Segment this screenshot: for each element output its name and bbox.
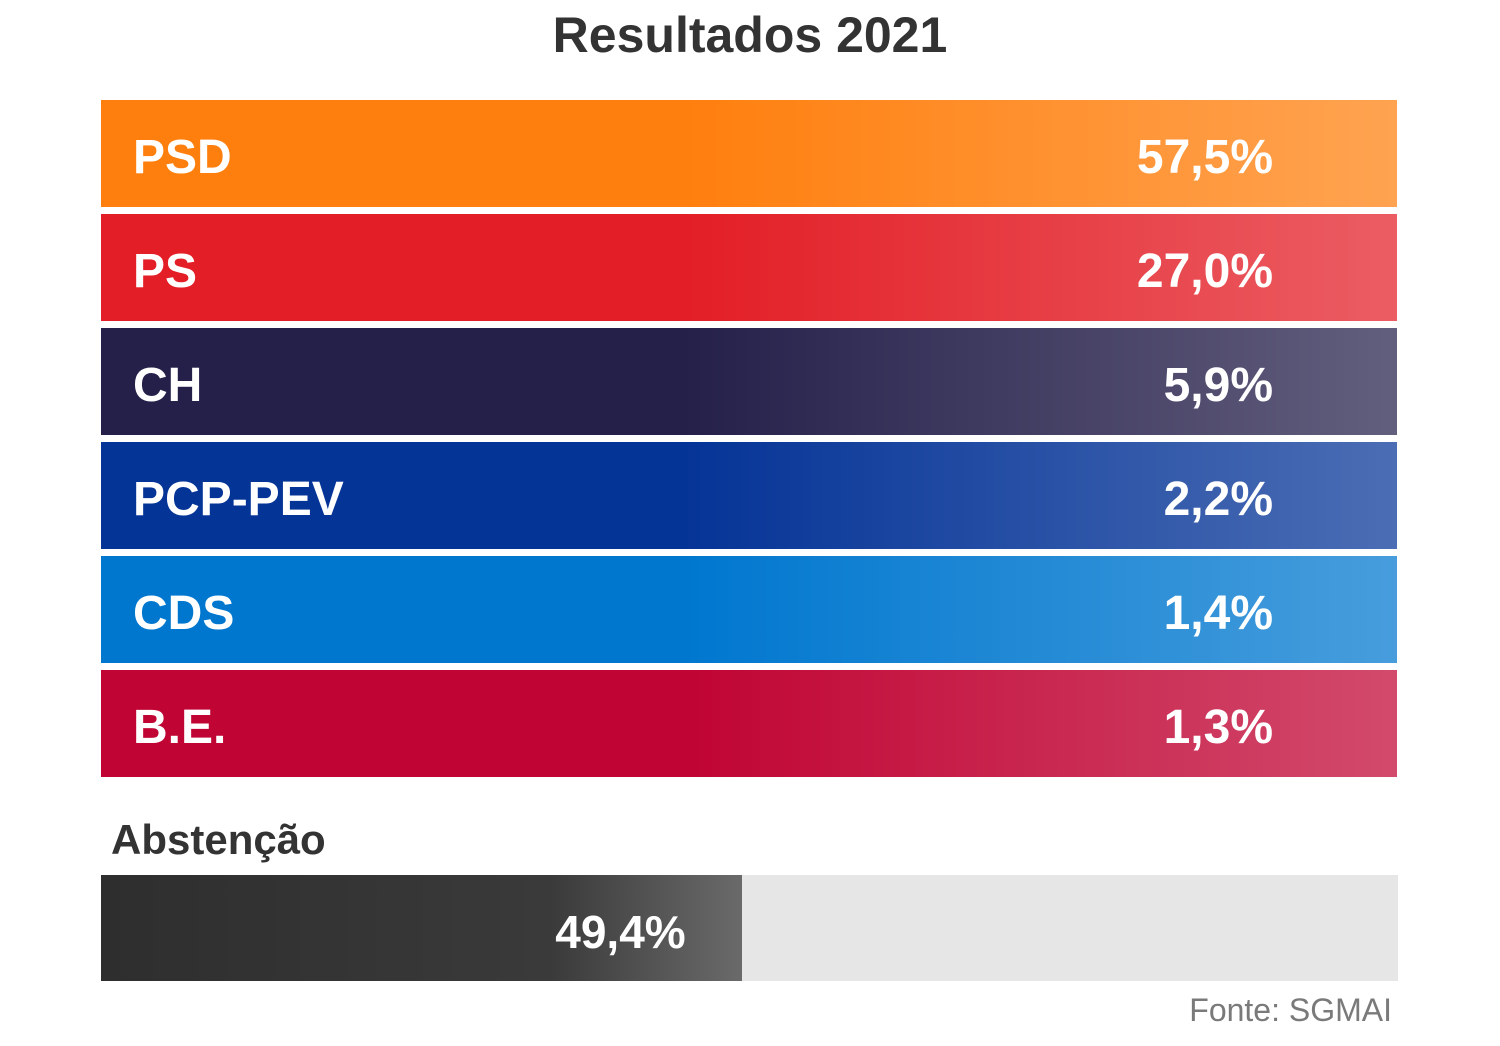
- bar-category-label: PCP-PEV: [133, 473, 344, 526]
- bar-value-label: 57,5%: [1136, 131, 1273, 184]
- bar-category-label: CDS: [133, 587, 235, 640]
- bar-value-label: 1,4%: [1163, 587, 1273, 640]
- bar-category-label: B.E.: [133, 701, 227, 754]
- bar-value-label: 2,2%: [1163, 473, 1273, 526]
- bar-category-label: PS: [133, 245, 198, 298]
- abstention-label: Abstenção: [111, 816, 326, 863]
- bar-b-e: B.E. 1,3%: [101, 670, 1397, 777]
- bar-category-label: CH: [133, 359, 203, 412]
- bar-pcp-pev: PCP-PEV 2,2%: [101, 442, 1397, 549]
- bar-cds: CDS 1,4%: [101, 556, 1397, 663]
- abstention-value: 49,4%: [555, 906, 686, 958]
- abstention-bar-fill: 49,4%: [101, 875, 742, 981]
- results-bars: PSD 57,5% PS 27,0% CH 5,9% PCP-PEV 2,2% CDS 1,4% B…: [101, 100, 1397, 784]
- bar-value-label: 1,3%: [1163, 701, 1273, 754]
- bar-value-label: 27,0%: [1136, 245, 1273, 298]
- bar-category-label: PSD: [133, 131, 232, 184]
- bar-ps: PS 27,0%: [101, 214, 1397, 321]
- bar-value-label: 5,9%: [1163, 359, 1273, 412]
- chart-title: Resultados 2021: [552, 7, 948, 63]
- bar-ch: CH 5,9%: [101, 328, 1397, 435]
- bar-psd: PSD 57,5%: [101, 100, 1397, 207]
- source-note: Fonte: SGMAI: [1189, 992, 1392, 1028]
- abstention-bar-track: 49,4%: [101, 875, 1398, 981]
